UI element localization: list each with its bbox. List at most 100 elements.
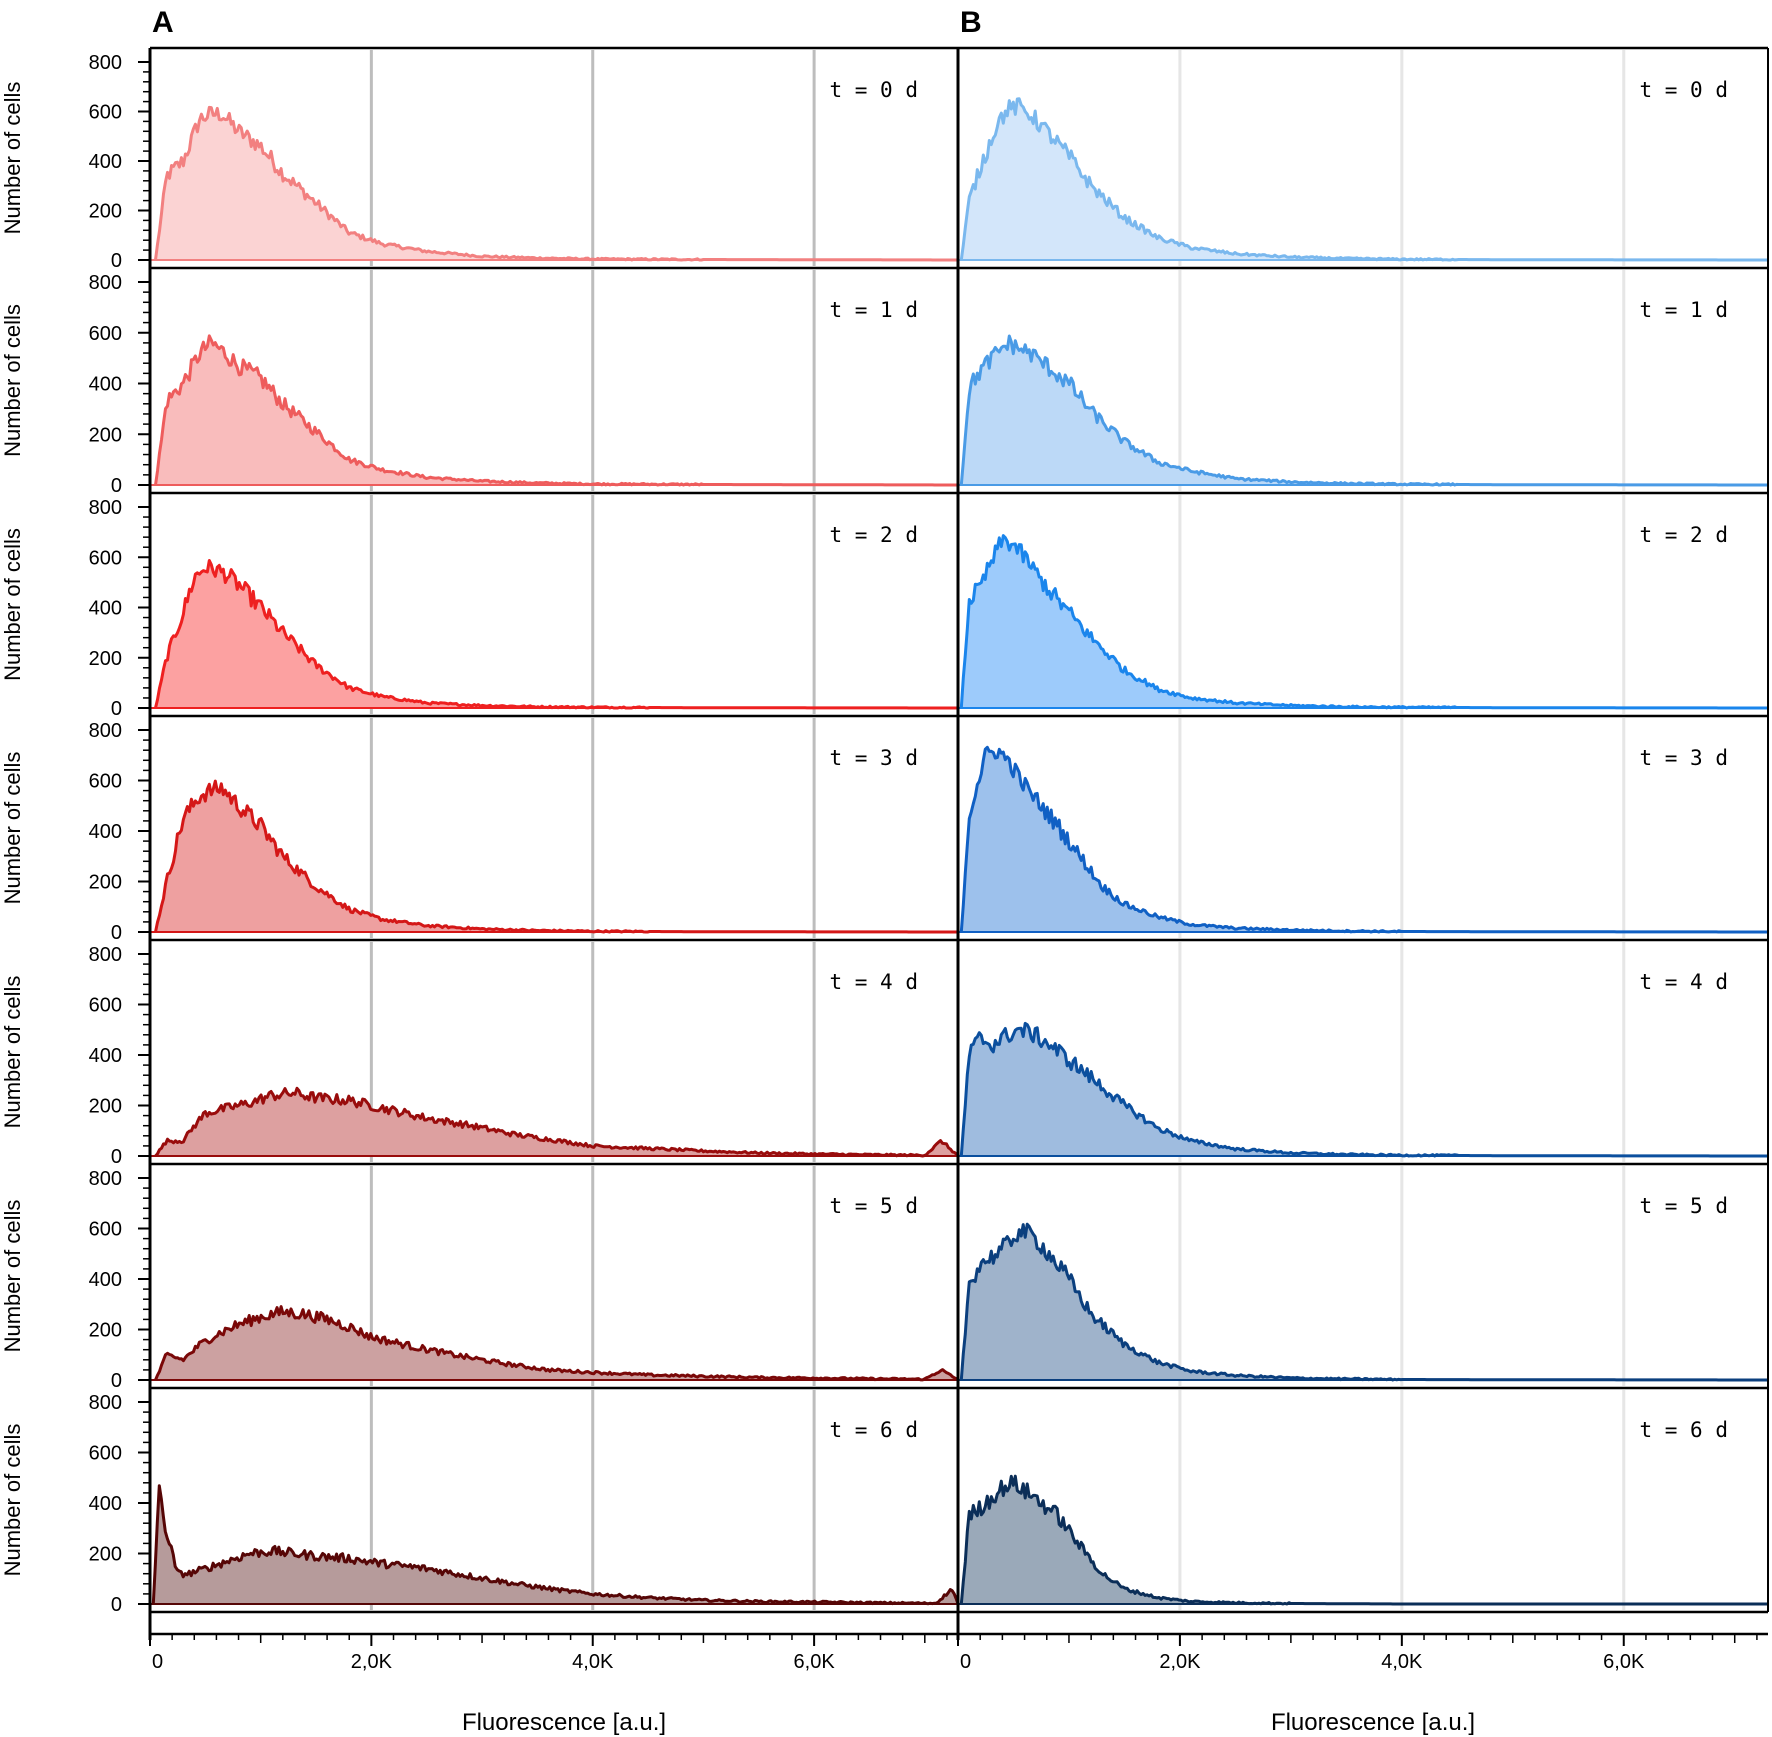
y-tick-label: 800: [89, 720, 122, 742]
y-tick-label: 600: [89, 771, 122, 793]
subplot-a-2: t = 2 d 0 200 400 600 800 Number of cells: [0, 495, 958, 720]
time-label: t = 3 d: [829, 746, 918, 770]
histogram-line: [151, 1484, 960, 1606]
histogram-area: [155, 335, 958, 485]
histogram-area: [153, 1485, 959, 1604]
histogram-area: [961, 336, 1768, 485]
histogram-area: [961, 535, 1768, 708]
y-tick-label: 800: [89, 1168, 122, 1190]
histogram-area: [961, 1224, 1768, 1380]
subplot-b-0: t = 0 d: [958, 50, 1768, 266]
time-label: t = 0 d: [1639, 78, 1728, 102]
y-tick-label: 200: [89, 1320, 122, 1342]
histogram-area: [961, 1476, 1768, 1604]
y-tick-label: 0: [111, 250, 122, 272]
subplot-b-3: t = 3 d: [958, 718, 1768, 938]
y-tick-label: 400: [89, 1269, 122, 1291]
y-tick-label: 600: [89, 1443, 122, 1465]
subplot-b-1: t = 1 d: [958, 270, 1768, 491]
subplot-b-5: t = 5 d: [958, 1166, 1768, 1386]
y-tick-label: 400: [89, 151, 122, 173]
y-tick-label: 800: [89, 1392, 122, 1414]
time-label: t = 4 d: [829, 970, 918, 994]
subplot-a-4: t = 4 d 0 200 400 600 800 Number of cells: [0, 942, 960, 1168]
y-tick-label: 400: [89, 821, 122, 843]
y-axis-label: Number of cells: [0, 528, 25, 681]
y-tick-label: 600: [89, 102, 122, 124]
y-tick-label: 0: [111, 1594, 122, 1616]
y-tick-label: 200: [89, 201, 122, 223]
histogram-line: [154, 1086, 960, 1158]
y-tick-label: 200: [89, 648, 122, 670]
histogram-area: [155, 781, 958, 932]
x-tick-label: 4,0K: [1381, 1651, 1423, 1673]
time-label: t = 6 d: [829, 1418, 918, 1442]
y-tick-label: 0: [111, 475, 122, 497]
panel-b: Bt = 0 d t = 1 d t = 2 d t = 3 d t = 4 d t = …: [956, 6, 1769, 1736]
y-axis-label: Number of cells: [0, 304, 25, 457]
y-tick-label: 800: [89, 272, 122, 294]
time-label: t = 0 d: [829, 78, 918, 102]
y-axis-label: Number of cells: [0, 976, 25, 1129]
histogram-line: [154, 1305, 959, 1382]
y-tick-label: 800: [89, 52, 122, 74]
time-label: t = 6 d: [1639, 1418, 1728, 1442]
y-tick-label: 600: [89, 323, 122, 345]
y-tick-label: 800: [89, 944, 122, 966]
y-axis-label: Number of cells: [0, 1200, 25, 1353]
y-tick-label: 200: [89, 1096, 122, 1118]
histogram-area: [961, 98, 1768, 260]
subplot-a-0: t = 0 d 0 200 400 600 800 Number of cells: [0, 50, 958, 272]
time-label: t = 5 d: [829, 1194, 918, 1218]
time-label: t = 2 d: [829, 523, 918, 547]
histogram-area: [961, 747, 1768, 932]
x-tick-label: 2,0K: [351, 1651, 393, 1673]
y-tick-label: 400: [89, 374, 122, 396]
y-axis-label: Number of cells: [0, 752, 25, 905]
y-tick-label: 400: [89, 598, 122, 620]
subplot-a-6: t = 6 d 0 200 400 600 800 Number of cells: [0, 1390, 960, 1616]
subplot-b-2: t = 2 d: [958, 495, 1768, 714]
y-tick-label: 0: [111, 1370, 122, 1392]
x-tick-label: 6,0K: [1603, 1651, 1645, 1673]
y-tick-label: 600: [89, 547, 122, 569]
histogram-area: [155, 560, 958, 708]
subplot-a-5: t = 5 d 0 200 400 600 800 Number of cells: [0, 1166, 959, 1392]
histogram-area: [155, 1088, 958, 1156]
y-axis-label: Number of cells: [0, 1424, 25, 1577]
x-tick-label: 0: [960, 1651, 971, 1673]
histogram-area: [155, 1306, 958, 1380]
y-tick-label: 0: [111, 1146, 122, 1168]
y-tick-label: 400: [89, 1493, 122, 1515]
x-tick-label: 0: [152, 1651, 163, 1673]
y-tick-label: 400: [89, 1045, 122, 1067]
y-tick-label: 600: [89, 1219, 122, 1241]
time-label: t = 1 d: [829, 298, 918, 322]
y-tick-label: 200: [89, 872, 122, 894]
y-tick-label: 800: [89, 497, 122, 519]
x-tick-label: 4,0K: [572, 1651, 614, 1673]
x-tick-label: 6,0K: [794, 1651, 836, 1673]
panel-letter: B: [960, 6, 982, 39]
panel-letter: A: [152, 6, 174, 39]
time-label: t = 4 d: [1639, 970, 1728, 994]
time-label: t = 3 d: [1639, 746, 1728, 770]
y-axis-label: Number of cells: [0, 82, 25, 235]
subplot-b-4: t = 4 d: [958, 942, 1768, 1162]
subplot-a-1: t = 1 d 0 200 400 600 800 Number of cells: [0, 270, 958, 497]
y-tick-label: 600: [89, 995, 122, 1017]
y-tick-label: 0: [111, 698, 122, 720]
y-tick-label: 200: [89, 1544, 122, 1566]
x-tick-label: 2,0K: [1159, 1651, 1201, 1673]
subplot-b-6: t = 6 d: [958, 1390, 1768, 1610]
y-tick-label: 200: [89, 424, 122, 446]
time-label: t = 5 d: [1639, 1194, 1728, 1218]
histogram-area: [961, 1023, 1768, 1156]
x-axis-label: Fluorescence [a.u.]: [1271, 1709, 1475, 1736]
x-axis-label: Fluorescence [a.u.]: [462, 1709, 666, 1736]
y-tick-label: 0: [111, 922, 122, 944]
histogram-area: [155, 107, 958, 261]
time-label: t = 2 d: [1639, 523, 1728, 547]
